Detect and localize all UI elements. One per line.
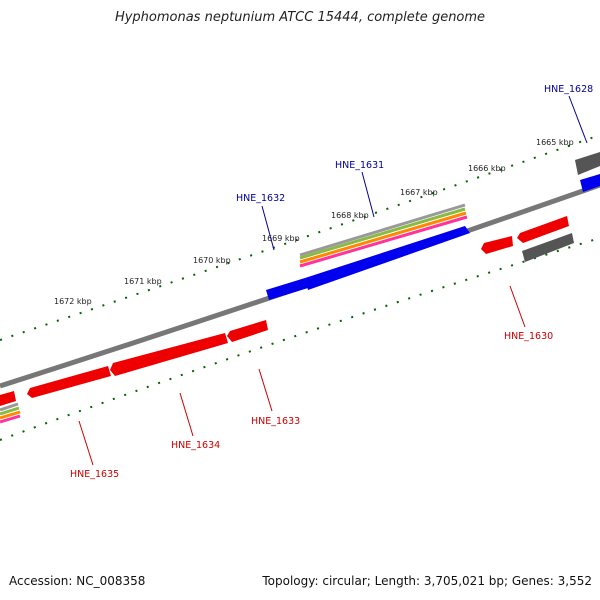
gene-hne-1632 <box>266 278 308 300</box>
gene-hne-1630b <box>517 216 569 243</box>
topology-label: Topology: circular; Length: 3,705,021 bp… <box>262 574 592 588</box>
accession-label: Accession: NC_008358 <box>9 574 146 588</box>
scale-label-1667: 1667 kbp <box>400 188 438 197</box>
gene-label-hne-1634: HNE_1634 <box>171 440 220 451</box>
gene-grey-1 <box>522 233 574 262</box>
gene-label-hne-1631: HNE_1631 <box>335 160 384 171</box>
scale-label-1672: 1672 kbp <box>54 297 92 306</box>
scale-label-1669: 1669 kbp <box>262 234 300 243</box>
gene-label-hne-1630: HNE_1630 <box>504 331 553 342</box>
feature-bands <box>0 203 468 424</box>
gene-hne-1635 <box>27 366 111 398</box>
gene-grey-2 <box>575 152 600 175</box>
gene-label-hne-1635: HNE_1635 <box>70 469 119 480</box>
scale-label-1671: 1671 kbp <box>124 277 162 286</box>
gene-hne-1628 <box>580 174 600 192</box>
leader-lines <box>78 95 588 466</box>
gene-hne-1634 <box>110 333 228 376</box>
scale-label-1665: 1665 kbp <box>536 138 574 147</box>
scale-label-1666: 1666 kbp <box>468 164 506 173</box>
scale-labels: 1665 kbp 1666 kbp 1667 kbp 1668 kbp 1669… <box>54 138 574 306</box>
gene-labels: HNE_1628 HNE_1631 HNE_1632 HNE_1630 HNE_… <box>70 84 593 480</box>
gene-label-hne-1628: HNE_1628 <box>544 84 593 95</box>
gene-label-hne-1633: HNE_1633 <box>251 416 300 427</box>
scale-label-1668: 1668 kbp <box>331 211 369 220</box>
reverse-genes <box>0 152 600 406</box>
gene-left-edge <box>0 391 16 406</box>
gene-hne-1630a <box>481 236 513 254</box>
gene-hne-1631 <box>305 226 470 290</box>
gene-label-hne-1632: HNE_1632 <box>236 193 285 204</box>
map-title: Hyphomonas neptunium ATCC 15444, complet… <box>114 10 486 25</box>
scale-label-1670: 1670 kbp <box>193 256 231 265</box>
forward-genes <box>266 174 600 300</box>
gene-hne-1633 <box>227 320 268 342</box>
